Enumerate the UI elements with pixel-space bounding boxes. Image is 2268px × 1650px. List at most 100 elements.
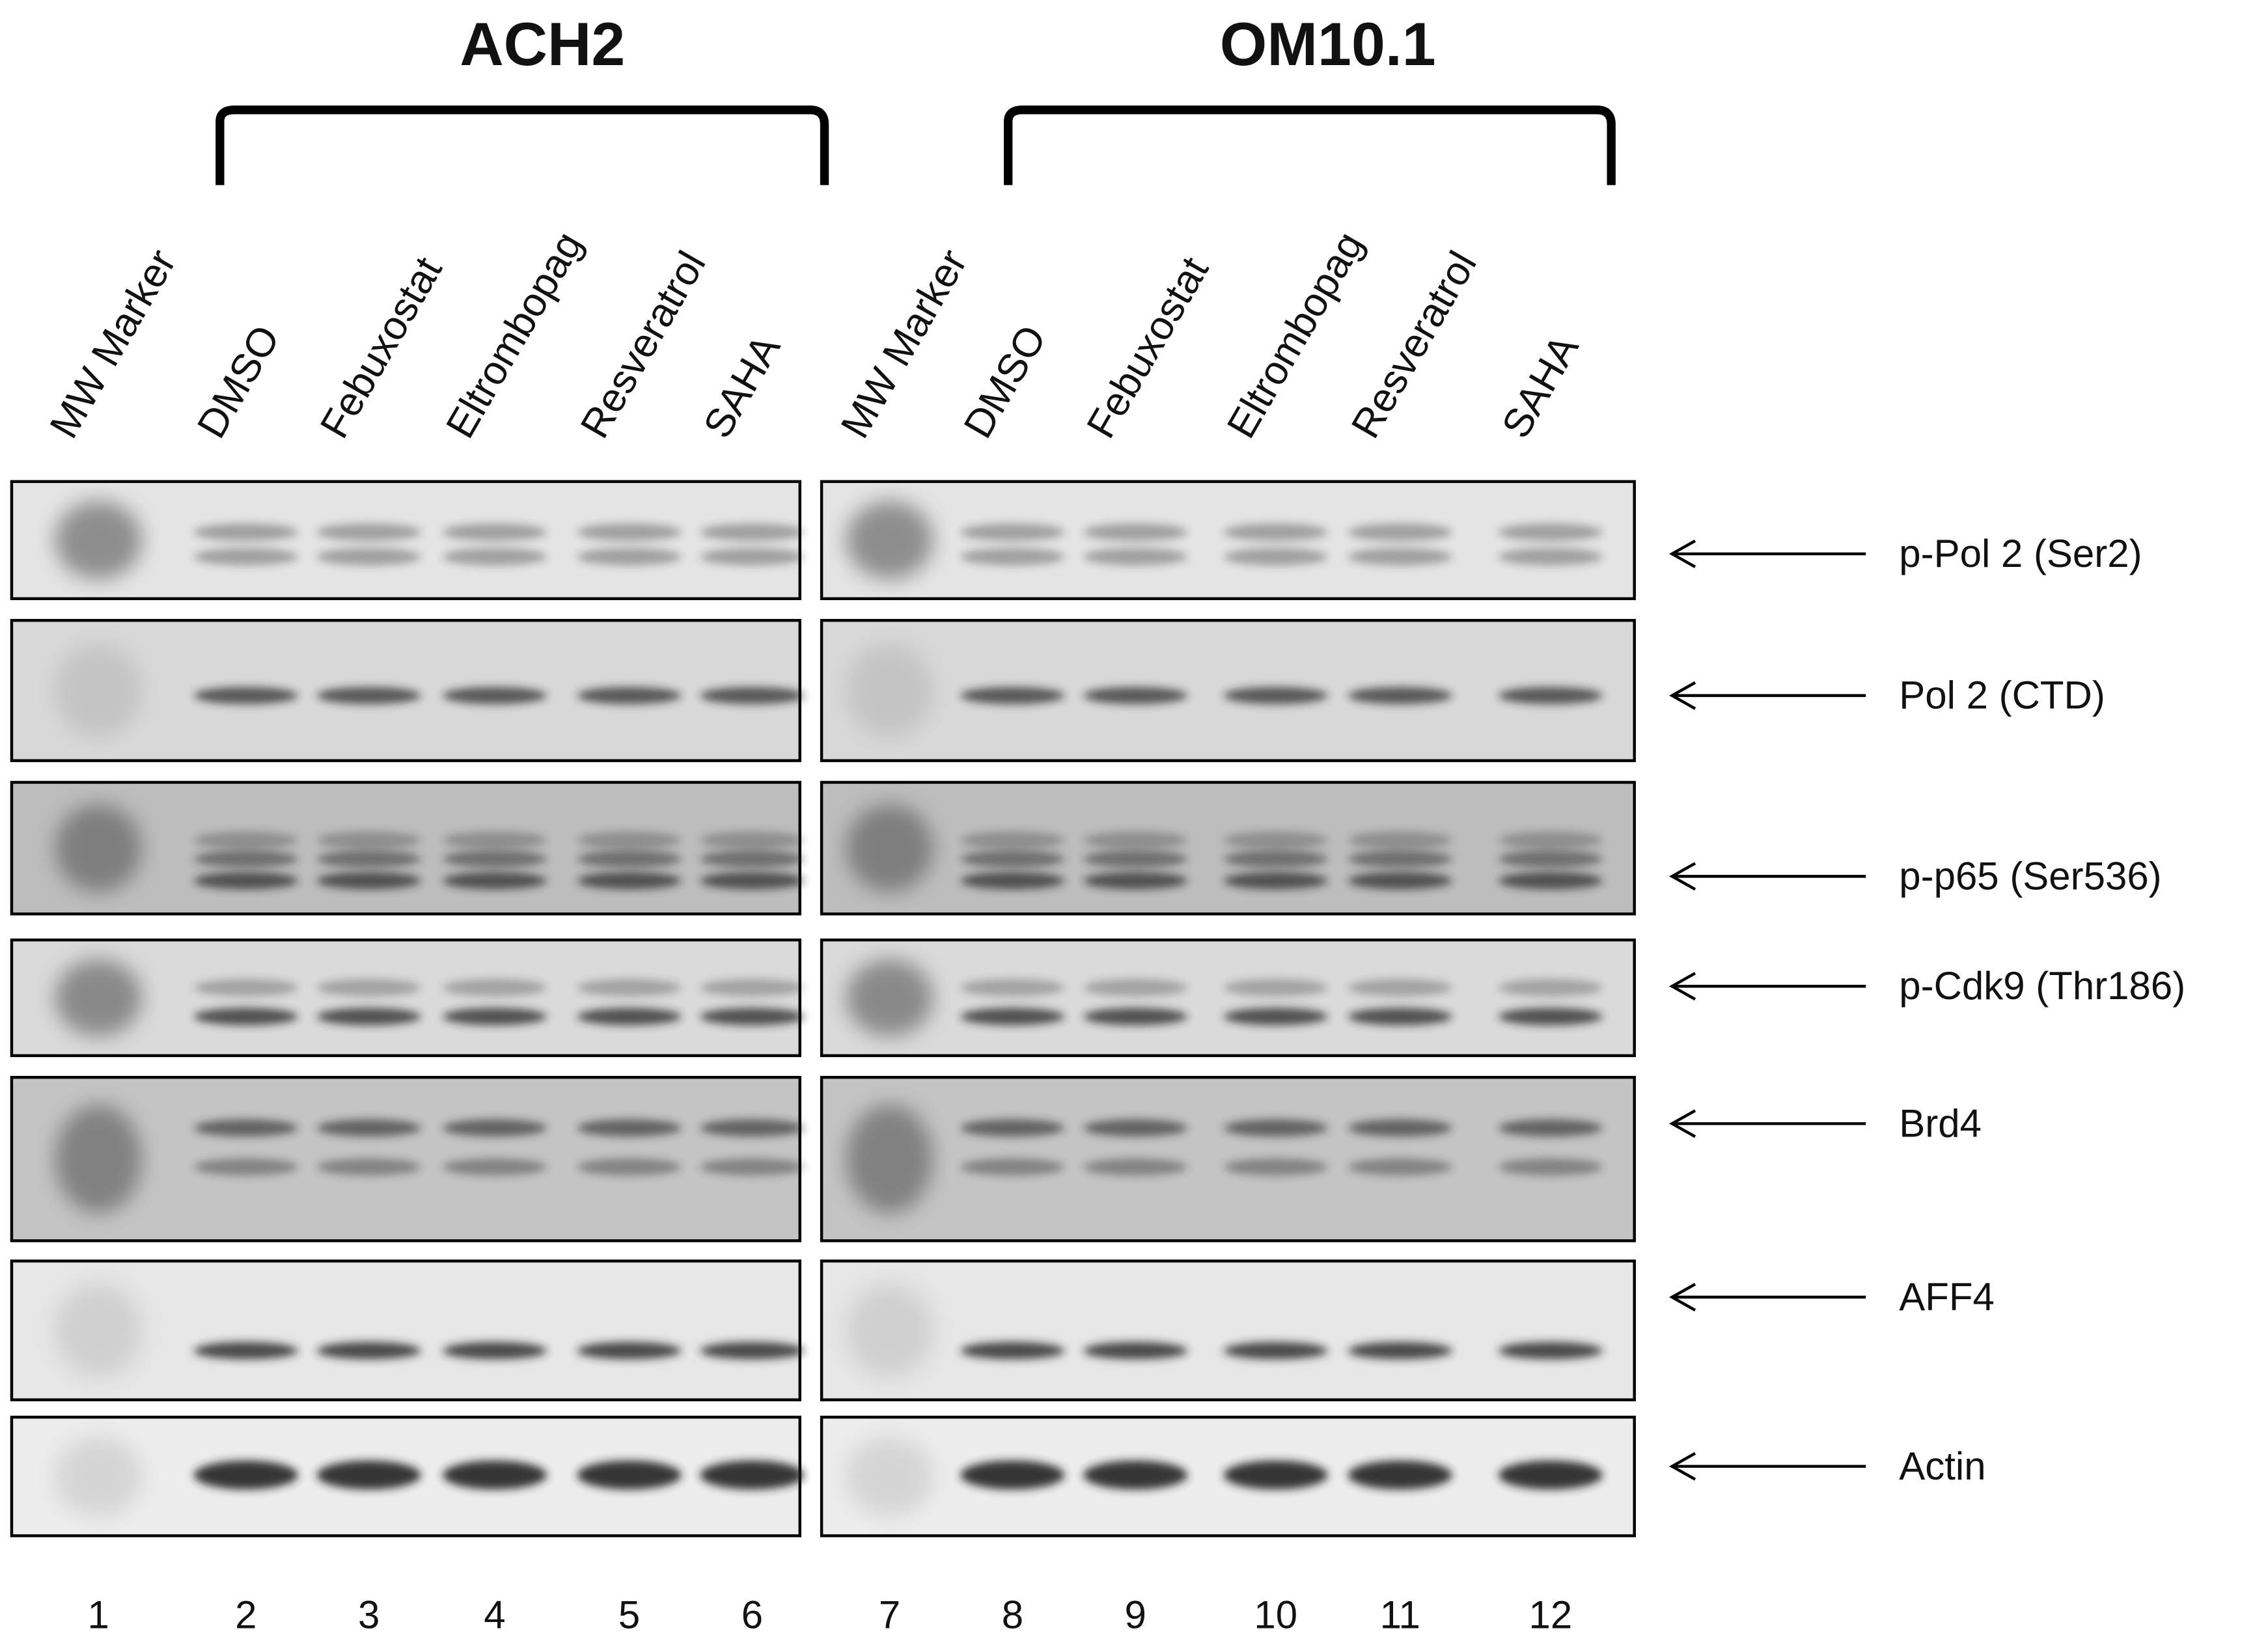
lane-number: 1 [88,1593,109,1637]
arrow-head [1668,1451,1696,1481]
band [443,979,547,997]
blot-panel [820,938,1636,1058]
band [193,872,298,890]
band [316,831,421,849]
band [316,1341,421,1360]
band [1348,1008,1452,1026]
band [960,1460,1065,1490]
band [1223,687,1328,704]
band [443,687,547,704]
arrow-head [1668,1282,1696,1312]
blot-label: AFF4 [1899,1275,1995,1319]
arrow-head [1668,1109,1696,1138]
arrow-head [1668,972,1696,1001]
band [316,523,421,541]
lane-number: 9 [1125,1593,1146,1637]
band [1223,548,1328,566]
lane-number: 3 [358,1593,380,1637]
band [1348,831,1452,849]
band [1498,1341,1603,1360]
band [960,1008,1065,1026]
blot-label: Actin [1899,1444,1985,1488]
band [700,1460,805,1490]
band [1083,979,1188,997]
band [443,523,547,541]
band [193,1460,298,1490]
band [1083,687,1188,704]
band [960,523,1065,541]
band [1223,1158,1328,1176]
band [443,1460,547,1490]
band [1498,1460,1603,1490]
band [700,872,805,890]
band [193,687,298,704]
band [316,548,421,566]
marker-band [55,959,142,1037]
band [316,850,421,868]
band [316,687,421,704]
lane-number: 11 [1380,1593,1420,1637]
arrow-head [1668,539,1696,568]
band [1223,850,1328,868]
band [193,850,298,868]
band [1498,831,1603,849]
band [193,831,298,849]
band [443,850,547,868]
marker-band [55,1105,142,1214]
group-title: OM10.1 [1220,10,1436,78]
blot-label: Brd4 [1899,1101,1982,1145]
band [443,1341,547,1360]
band [443,1008,547,1026]
blot-panels [10,480,1636,1537]
band [1083,1008,1188,1026]
band [1498,979,1603,997]
band [700,979,805,997]
band [1498,1008,1603,1026]
lane-number: 7 [879,1593,900,1637]
band [1083,548,1188,566]
band [1083,1119,1188,1137]
band [1223,979,1328,997]
marker-band [846,1105,933,1214]
band [316,1119,421,1137]
band [1348,548,1452,566]
band [443,548,547,566]
band [960,687,1065,704]
band [1498,548,1603,566]
group-title: ACH2 [460,10,625,78]
band [960,979,1065,997]
band [1348,872,1452,890]
blot-panel [820,1075,1636,1243]
blot-panel [10,1075,802,1243]
blot-panel [10,780,802,916]
band [1348,850,1452,868]
arrow-head [1668,681,1696,710]
lane-number: 6 [741,1593,763,1637]
band [577,687,682,704]
band [700,1341,805,1360]
band [316,979,421,997]
band [443,872,547,890]
band [577,872,682,890]
band [193,1008,298,1026]
band [443,1119,547,1137]
band [960,1119,1065,1137]
band [1083,1158,1188,1176]
band [700,1158,805,1176]
blot-panel [820,480,1636,601]
lane-number: 4 [484,1593,505,1637]
band [1083,850,1188,868]
band [577,1119,682,1137]
band [1223,831,1328,849]
blot-panel [10,938,802,1058]
band [960,1341,1065,1360]
band [577,548,682,566]
group-bracket [1004,105,1616,186]
blot-label: p-p65 (Ser536) [1899,854,2161,898]
marker-band [846,959,933,1037]
band [960,850,1065,868]
band [1348,1460,1452,1490]
band [1498,850,1603,868]
band [577,1158,682,1176]
blot-label: p-Pol 2 (Ser2) [1899,532,2142,575]
